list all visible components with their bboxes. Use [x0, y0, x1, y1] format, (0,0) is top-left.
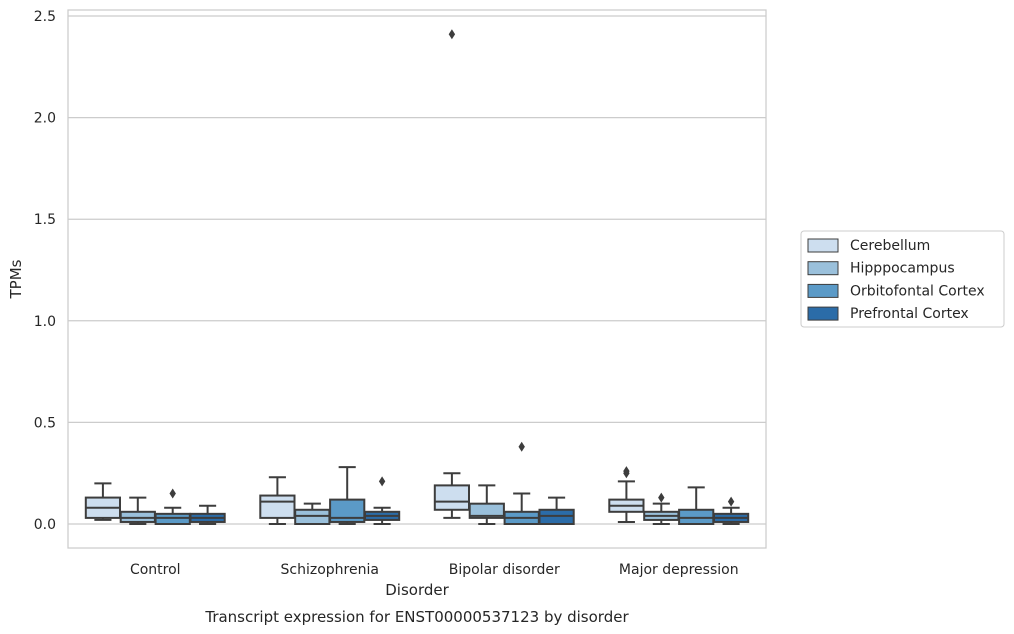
box: [433, 484, 471, 511]
box: [329, 498, 366, 523]
box-plot: [468, 484, 505, 525]
x-axis-ticks: Control Schizophrenia Bipolar disorder Majo…: [130, 562, 739, 578]
box: [259, 494, 296, 519]
box-plot: [712, 496, 750, 525]
box-plot: [433, 29, 471, 519]
y-tick-label: 1.0: [34, 314, 56, 330]
box-plot: [363, 476, 401, 525]
box-plots: [84, 29, 750, 526]
box-plot: [154, 488, 191, 526]
legend-swatch: [807, 238, 839, 253]
box-plot: [678, 486, 715, 526]
y-tick-label: 2.0: [34, 111, 56, 127]
box-plot: [84, 482, 122, 521]
box-plot: [294, 502, 331, 526]
box-plot: [503, 441, 540, 526]
x-axis-label: Disorder: [385, 581, 449, 599]
box-plot: [119, 496, 156, 525]
plot-area: [67, 9, 767, 549]
legend-label: Orbitofontal Cortex: [850, 283, 985, 299]
legend-swatch: [807, 261, 839, 276]
y-axis-ticks: 0.0 0.5 1.0 1.5 2.0 2.5: [34, 9, 56, 533]
x-tick-label: Control: [130, 562, 181, 578]
y-tick-label: 0.0: [34, 517, 56, 533]
outlier-point: [448, 29, 456, 40]
outlier-point: [169, 488, 176, 499]
legend-entry: Cerebellum: [807, 238, 930, 254]
x-tick-label: Schizophrenia: [281, 562, 379, 578]
box-plot: [259, 476, 296, 525]
outlier-point: [518, 441, 525, 452]
legend-swatch: [807, 306, 839, 321]
outlier-point: [623, 466, 630, 477]
box-plot: [538, 496, 575, 526]
y-tick-label: 0.5: [34, 415, 56, 431]
box: [154, 512, 191, 526]
gridlines: [68, 15, 766, 525]
legend-swatch: [807, 283, 839, 298]
legend-frame: [800, 230, 1005, 328]
y-tick-label: 1.5: [34, 212, 56, 228]
legend-entry: Prefrontal Cortex: [807, 306, 969, 322]
box-plot: [189, 504, 226, 525]
outlier-point: [727, 496, 735, 507]
box-plot: [643, 492, 680, 525]
box: [119, 510, 156, 523]
legend-entry: Hipppocampus: [807, 261, 955, 277]
outlier-point: [658, 492, 665, 503]
chart-caption: Transcript expression for ENST0000053712…: [204, 608, 629, 626]
y-axis-label: TPMs: [7, 259, 25, 299]
legend-label: Cerebellum: [850, 238, 930, 254]
x-tick-label: Major depression: [619, 562, 739, 578]
x-tick-label: Bipolar disorder: [449, 562, 560, 578]
box: [468, 502, 505, 519]
legend-label: Hipppocampus: [850, 261, 955, 277]
legend-entry: Orbitofontal Cortex: [807, 283, 985, 299]
legend-label: Prefrontal Cortex: [850, 306, 969, 322]
outlier-point: [378, 476, 386, 487]
box-plot: [608, 466, 645, 523]
box: [294, 508, 331, 526]
box: [678, 508, 715, 526]
box: [538, 508, 575, 526]
y-tick-label: 2.5: [34, 9, 56, 25]
box-plot: [329, 466, 366, 525]
legend: Cerebellum Hipppocampus Orbitofontal Corte…: [800, 230, 1005, 328]
